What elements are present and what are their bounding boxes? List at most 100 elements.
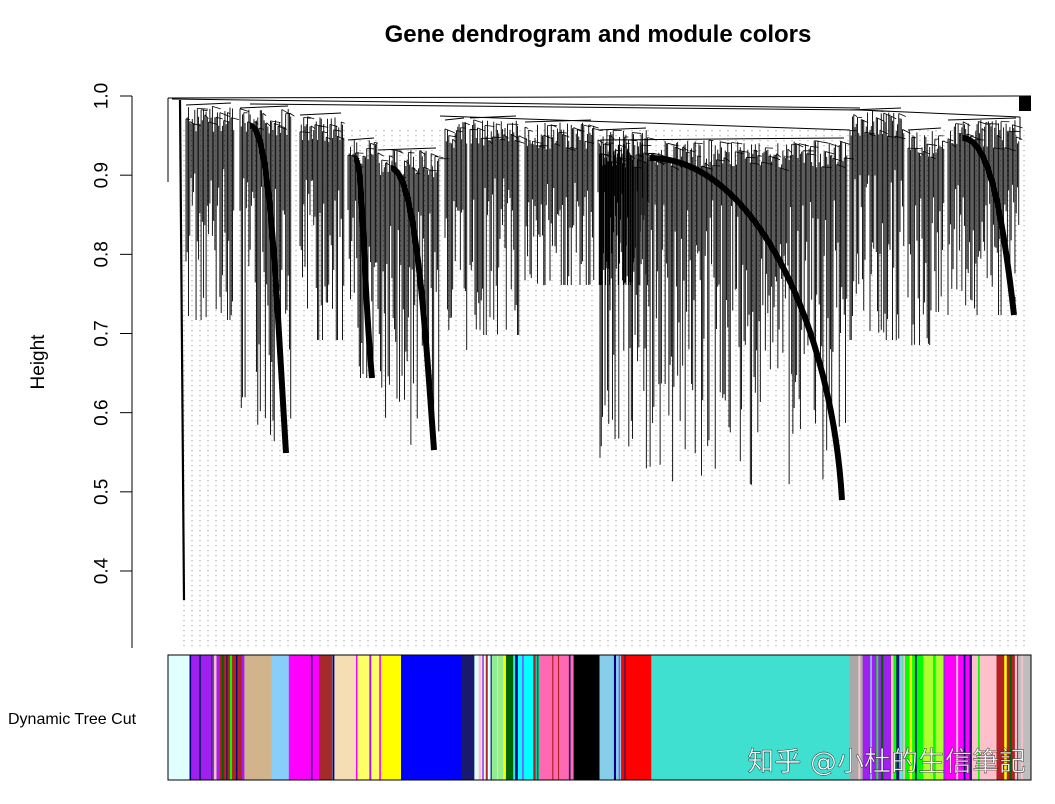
color-stripe-39: [909, 655, 913, 780]
branch-849: [942, 140, 949, 144]
branch-698: [799, 143, 809, 147]
color-stripe-40: [915, 655, 917, 780]
branch-4: [439, 115, 851, 131]
branch-351: [518, 135, 528, 140]
color-stripe-2: [211, 655, 213, 780]
color-segment-16: [539, 655, 575, 780]
branch-265: [434, 156, 444, 158]
color-segment-11: [461, 655, 475, 780]
branch-925: [1016, 136, 1023, 140]
branch-518: [629, 154, 635, 159]
color-segment-9: [379, 655, 402, 780]
branch-117: [249, 123, 289, 454]
y-tick-label-1: 0.5: [92, 479, 113, 505]
color-stripe-34: [880, 655, 884, 780]
branch-145: [322, 131, 328, 134]
branch-194: [370, 143, 375, 145]
branch-261: [430, 153, 439, 158]
y-tick-label-3: 0.7: [92, 320, 113, 346]
branch-119: [299, 112, 342, 116]
y-tick-label-4: 0.8: [92, 241, 113, 267]
branch-203: [377, 147, 437, 151]
module-color-bar: [167, 654, 1032, 781]
branch-751: [849, 107, 902, 111]
color-segment-18: [599, 655, 622, 780]
branch-777: [872, 110, 884, 112]
color-stripe-14: [393, 655, 396, 780]
branch-602: [708, 139, 714, 142]
branch-781: [876, 117, 885, 122]
top-block: [1019, 96, 1031, 111]
y-axis: 0.4 0.5 0.6 0.7 0.8 0.9 1.0: [92, 83, 133, 648]
color-segment-20: [651, 655, 851, 780]
color-segment-17: [573, 655, 600, 780]
branch-297: [469, 115, 517, 119]
color-segment-4: [271, 655, 290, 780]
branch-107: [281, 109, 289, 114]
branch-430: [597, 139, 604, 144]
color-stripe-38: [903, 655, 905, 780]
branch-506: [618, 144, 627, 148]
color-stripe-52: [1021, 655, 1023, 780]
color-stripe-13: [379, 655, 381, 780]
branch-168: [347, 137, 375, 141]
branch-165: [341, 121, 345, 124]
branch-319: [488, 140, 493, 145]
color-segment-13: [491, 655, 506, 780]
chart-title: Gene dendrogram and module colors: [385, 21, 812, 48]
color-stripe-12: [369, 655, 372, 780]
branch-30: [204, 114, 209, 119]
branch-558: [667, 142, 679, 147]
branch-26: [201, 109, 208, 112]
color-stripe-26: [557, 655, 560, 780]
branch-2: [171, 98, 861, 109]
color-bar-frame: [167, 654, 1032, 781]
color-segment-27: [996, 655, 1019, 780]
color-segment-6: [319, 655, 333, 780]
color-segment-14: [504, 655, 514, 780]
color-stripe-15: [478, 655, 482, 780]
color-stripe-33: [876, 655, 879, 780]
color-stripe-30: [624, 655, 626, 780]
color-stripe-45: [969, 655, 972, 780]
branch-921: [1012, 124, 1023, 129]
branch-10: [185, 118, 191, 121]
branch-749: [649, 155, 845, 501]
color-stripe-44: [963, 655, 966, 780]
color-stripe-51: [1014, 655, 1018, 780]
color-segment-10: [401, 655, 462, 780]
color-segment-7: [331, 655, 359, 780]
dendrogram-tree: [167, 95, 1032, 601]
branch-63: [239, 108, 249, 112]
branch-225: [396, 150, 404, 154]
color-stripe-22: [522, 655, 524, 780]
branch-201: [352, 155, 375, 379]
branch-730: [829, 143, 840, 148]
color-segment-8: [357, 655, 380, 780]
branch-22: [197, 107, 208, 110]
y-tick-label-2: 0.6: [92, 399, 113, 425]
watermark-text: 知乎 @小杜的生信筆記: [747, 747, 1026, 778]
color-stripe-17: [485, 655, 488, 780]
branch-382: [551, 124, 557, 128]
branch-650: [753, 149, 758, 152]
branch-811: [907, 127, 942, 131]
color-stripe-31: [858, 655, 861, 780]
branch-354: [524, 126, 529, 129]
color-stripe-28: [613, 655, 617, 780]
color-stripe-8: [241, 655, 245, 780]
branch-718: [817, 140, 829, 144]
branch-662: [765, 147, 774, 149]
color-stripe-4: [221, 655, 225, 780]
color-stripe-47: [983, 655, 986, 780]
branch-274: [444, 128, 455, 134]
color-stripe-5: [226, 655, 228, 780]
branch-91: [266, 122, 271, 127]
color-stripe-50: [1009, 655, 1012, 780]
color-stripe-46: [978, 655, 980, 780]
branch-115: [289, 112, 295, 117]
color-stripe-16: [482, 655, 484, 780]
branch-209: [381, 159, 389, 162]
color-stripe-48: [998, 655, 1000, 780]
